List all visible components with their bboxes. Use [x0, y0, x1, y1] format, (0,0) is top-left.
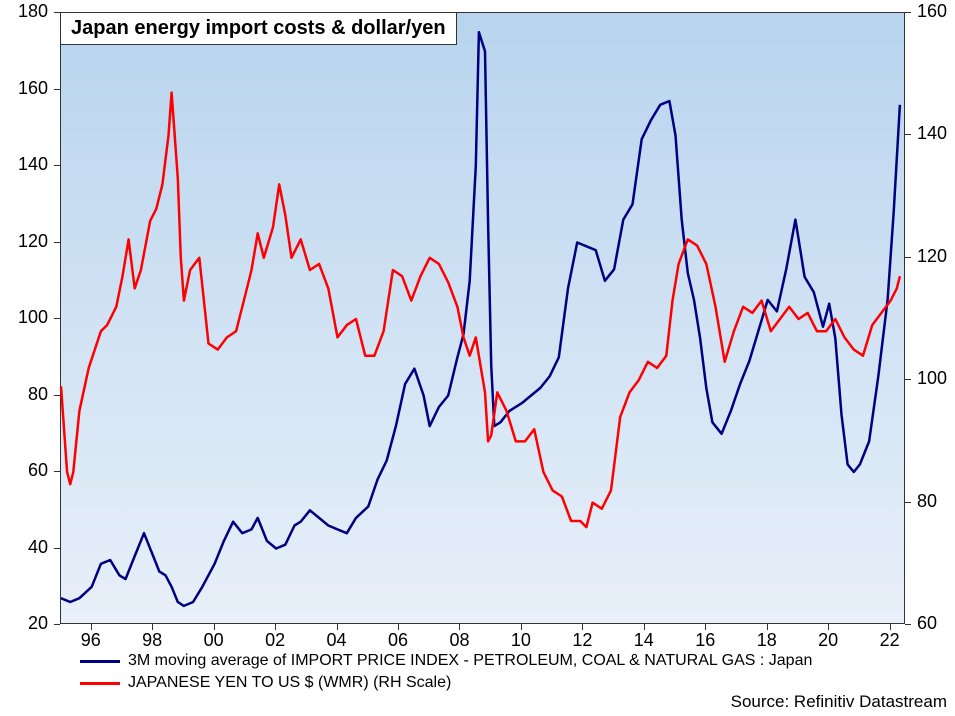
- x-tick: [275, 624, 276, 630]
- x-tick: [152, 624, 153, 630]
- y-left-tick-label: 20: [0, 613, 48, 634]
- legend-swatch: [80, 660, 120, 663]
- plot-area: Japan energy import costs & dollar/yen: [60, 12, 905, 624]
- x-tick: [521, 624, 522, 630]
- y-left-tick-label: 120: [0, 231, 48, 252]
- y-left-tick-label: 160: [0, 78, 48, 99]
- y-left-tick: [54, 318, 60, 319]
- chart-container: Japan energy import costs & dollar/yen 2…: [0, 0, 955, 716]
- y-right-tick-label: 60: [917, 613, 937, 634]
- x-tick-label: 10: [501, 630, 541, 651]
- legend-label: 3M moving average of IMPORT PRICE INDEX …: [128, 652, 812, 670]
- x-tick: [705, 624, 706, 630]
- x-tick: [828, 624, 829, 630]
- x-tick: [644, 624, 645, 630]
- y-left-tick: [54, 624, 60, 625]
- x-tick-label: 22: [870, 630, 910, 651]
- y-left-tick-label: 140: [0, 154, 48, 175]
- y-left-tick: [54, 395, 60, 396]
- y-left-tick: [54, 165, 60, 166]
- x-tick: [214, 624, 215, 630]
- y-right-tick-label: 100: [917, 368, 947, 389]
- x-tick: [459, 624, 460, 630]
- x-tick-label: 06: [378, 630, 418, 651]
- y-right-tick: [905, 257, 911, 258]
- x-tick-label: 20: [808, 630, 848, 651]
- x-tick-label: 18: [747, 630, 787, 651]
- x-tick-label: 00: [194, 630, 234, 651]
- x-tick-label: 14: [624, 630, 664, 651]
- x-tick-label: 04: [317, 630, 357, 651]
- y-right-tick: [905, 502, 911, 503]
- y-left-tick-label: 100: [0, 307, 48, 328]
- y-left-tick: [54, 242, 60, 243]
- legend-label: JAPANESE YEN TO US $ (WMR) (RH Scale): [128, 674, 451, 692]
- y-right-tick-label: 80: [917, 491, 937, 512]
- series-import_price_index: [61, 32, 900, 606]
- y-right-tick-label: 120: [917, 246, 947, 267]
- legend: 3M moving average of IMPORT PRICE INDEX …: [80, 650, 812, 694]
- line-series-svg: [61, 13, 906, 625]
- y-right-tick: [905, 379, 911, 380]
- x-tick-label: 08: [439, 630, 479, 651]
- legend-item-import_price_index: 3M moving average of IMPORT PRICE INDEX …: [80, 650, 812, 672]
- x-tick: [337, 624, 338, 630]
- x-tick: [91, 624, 92, 630]
- y-left-tick: [54, 89, 60, 90]
- x-tick-label: 02: [255, 630, 295, 651]
- x-tick: [582, 624, 583, 630]
- y-left-tick: [54, 548, 60, 549]
- y-right-tick: [905, 624, 911, 625]
- legend-swatch: [80, 682, 120, 685]
- y-right-tick: [905, 12, 911, 13]
- x-tick-label: 96: [71, 630, 111, 651]
- y-right-tick-label: 140: [917, 123, 947, 144]
- x-tick-label: 12: [562, 630, 602, 651]
- y-right-tick-label: 160: [917, 1, 947, 22]
- y-left-tick: [54, 12, 60, 13]
- x-tick: [767, 624, 768, 630]
- y-left-tick-label: 180: [0, 1, 48, 22]
- y-left-tick-label: 80: [0, 384, 48, 405]
- y-right-tick: [905, 134, 911, 135]
- y-left-tick-label: 40: [0, 537, 48, 558]
- source-attribution: Source: Refinitiv Datastream: [731, 692, 947, 712]
- x-tick: [398, 624, 399, 630]
- x-tick-label: 16: [685, 630, 725, 651]
- y-left-tick-label: 60: [0, 460, 48, 481]
- x-tick: [890, 624, 891, 630]
- x-tick-label: 98: [132, 630, 172, 651]
- legend-item-yen_usd: JAPANESE YEN TO US $ (WMR) (RH Scale): [80, 672, 812, 694]
- y-left-tick: [54, 471, 60, 472]
